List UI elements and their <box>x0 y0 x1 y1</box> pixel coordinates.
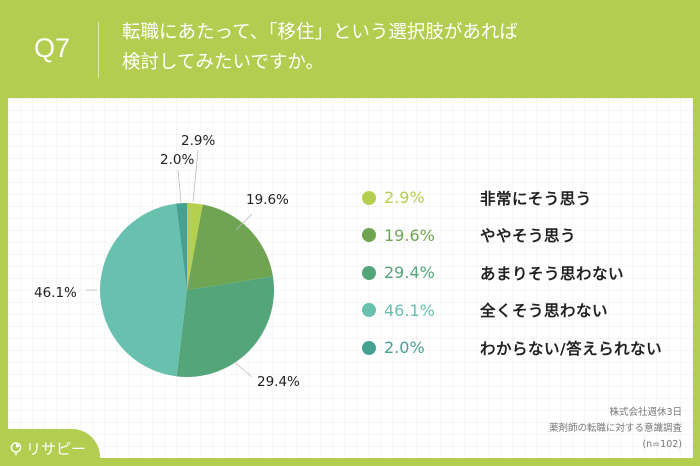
question-title: 転職にあたって、「移住」という選択肢があれば 検討してみたいですか。 <box>122 18 518 78</box>
legend-label: 非常にそう思う <box>480 189 592 208</box>
pie-slice <box>99 203 187 377</box>
legend-value: 29.4% <box>384 263 435 283</box>
legend-dot-icon <box>362 340 376 355</box>
legend-label: わからない/答えられない <box>480 339 663 358</box>
legend-value: 2.0% <box>384 338 425 358</box>
sample-size: (n=102) <box>642 439 682 450</box>
legend-label: 全くそう思わない <box>480 302 609 321</box>
title-line-2: 検討してみたいですか。 <box>122 52 325 73</box>
legend-dot-icon <box>362 303 376 318</box>
pie-slice <box>187 203 203 290</box>
logo-tab <box>0 429 100 466</box>
leader-line <box>192 149 199 203</box>
legend-dot-icon <box>362 228 376 243</box>
pie-slice <box>176 203 187 290</box>
source-company: 株式会社週休3日 <box>609 407 682 418</box>
brand-logo: リサピー <box>10 438 86 459</box>
chart-legend: 2.9% 非常にそう思う 19.6% ややそう思う 29.4% あまりそう思わな… <box>362 179 662 367</box>
slice-label-29-4: 29.4% <box>257 374 300 390</box>
legend-item: 29.4% あまりそう思わない <box>362 254 662 292</box>
leader-lines <box>86 149 253 378</box>
slice-label-19-6: 19.6% <box>246 192 289 208</box>
legend-item: 2.9% 非常にそう思う <box>362 179 662 217</box>
source-note: 株式会社週休3日 薬剤師の転職に対する意識調査 (n=102) <box>549 405 682 453</box>
pie-slice <box>187 204 273 290</box>
legend-dot-icon <box>362 190 376 205</box>
legend-value: 46.1% <box>384 300 435 320</box>
legend-item: 2.0% わからない/答えられない <box>362 329 662 367</box>
title-line-1: 転職にあたって、「移住」という選択肢があれば <box>122 22 518 43</box>
location-pin-icon <box>10 441 22 455</box>
header: Q7 転職にあたって、「移住」という選択肢があれば 検討してみたいですか。 <box>0 0 700 98</box>
slice-label-2-9: 2.9% <box>181 133 216 149</box>
leader-line <box>233 361 253 378</box>
legend-dot-icon <box>362 265 376 280</box>
legend-item: 46.1% 全くそう思わない <box>362 292 662 330</box>
question-number: Q7 <box>34 33 71 63</box>
pie-slice <box>176 276 274 378</box>
legend-label: ややそう思う <box>480 227 577 246</box>
legend-value: 2.9% <box>384 188 425 208</box>
header-divider <box>98 22 99 78</box>
leader-line <box>235 213 253 231</box>
pie-slices <box>99 203 274 378</box>
leader-line <box>177 169 182 203</box>
logo-text: リサピー <box>26 440 87 458</box>
source-survey: 薬剤師の転職に対する意識調査 <box>548 423 682 434</box>
legend-item: 19.6% ややそう思う <box>362 217 662 255</box>
legend-label: あまりそう思わない <box>480 264 625 283</box>
slice-label-46-1: 46.1% <box>34 285 77 301</box>
legend-value: 19.6% <box>384 225 435 245</box>
slice-label-2-0: 2.0% <box>160 152 195 168</box>
